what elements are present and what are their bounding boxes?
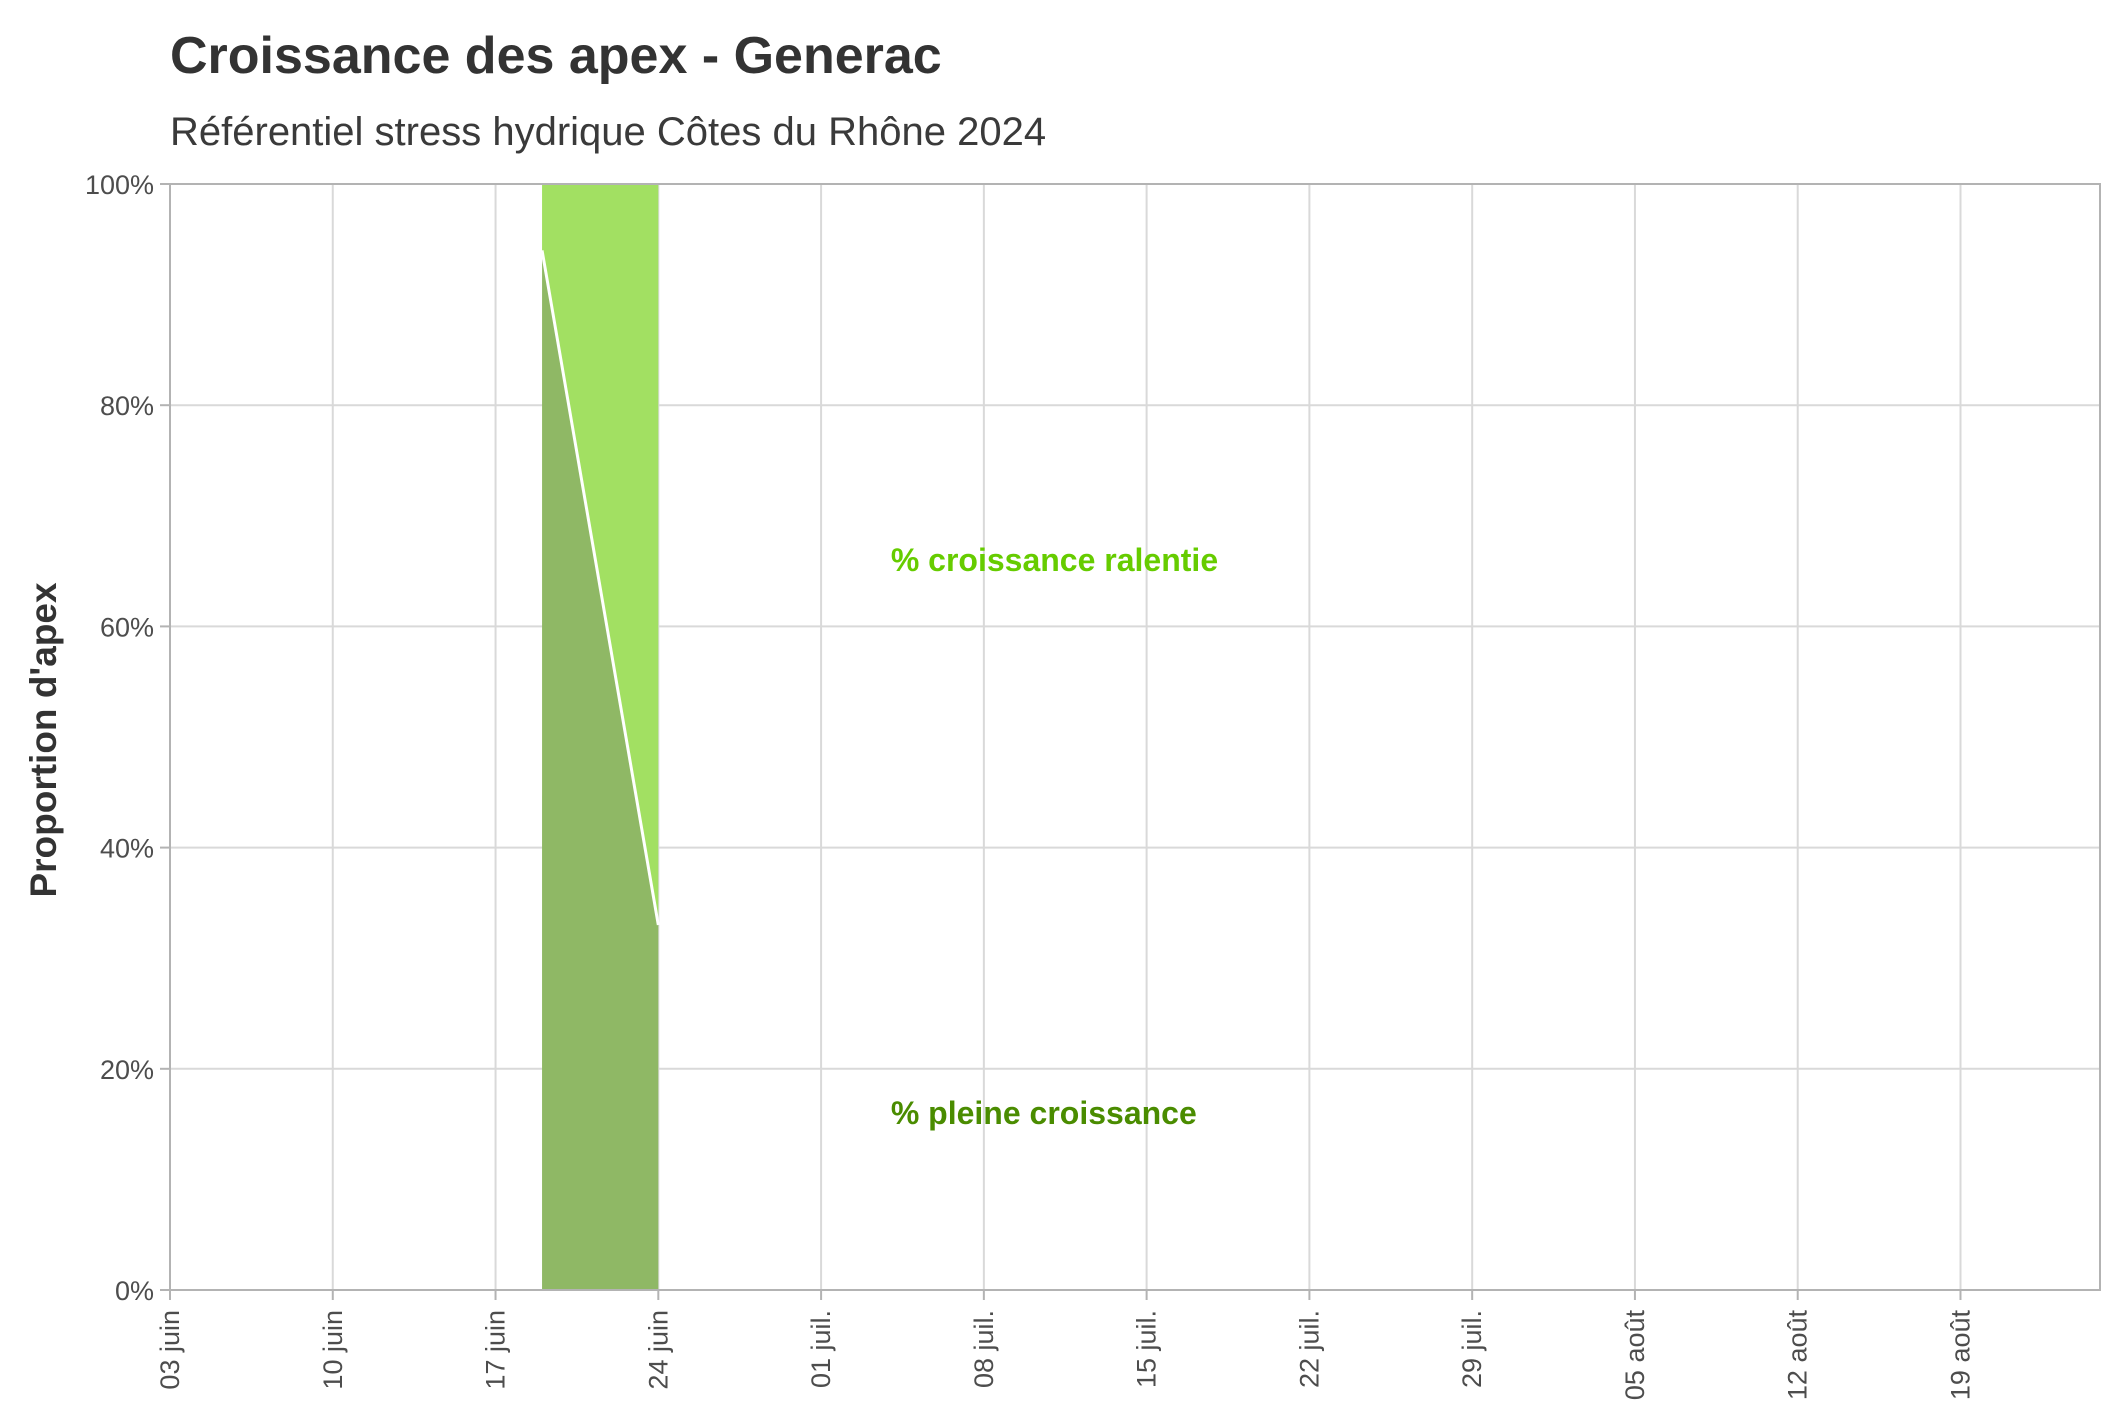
x-tick-label: 22 juil. bbox=[1294, 1310, 1324, 1388]
x-tick-label: 05 août bbox=[1620, 1310, 1650, 1401]
y-tick-label: 80% bbox=[100, 391, 154, 421]
area-layer bbox=[540, 184, 660, 1291]
plot-border bbox=[169, 183, 2101, 1291]
boundary-line bbox=[540, 250, 660, 926]
area-croissance-ralentie bbox=[542, 184, 659, 926]
y-axis-label: Proportion d'apex bbox=[23, 582, 64, 898]
x-tick-label: 24 juin bbox=[643, 1310, 673, 1390]
y-tick-label: 0% bbox=[115, 1276, 154, 1306]
annotations: % croissance ralentie % pleine croissance bbox=[891, 542, 1218, 1131]
y-tick-label: 20% bbox=[100, 1055, 154, 1085]
x-tick-label: 29 juil. bbox=[1457, 1310, 1487, 1388]
x-tick-label: 10 juin bbox=[318, 1310, 348, 1390]
x-tick-label: 03 juin bbox=[155, 1310, 185, 1390]
y-tick-label: 40% bbox=[100, 834, 154, 864]
x-tick-label: 15 juil. bbox=[1132, 1310, 1162, 1388]
y-tick-label: 100% bbox=[85, 170, 154, 200]
annotation-pleine-croissance: % pleine croissance bbox=[891, 1095, 1197, 1131]
x-tick-label: 17 juin bbox=[481, 1310, 511, 1390]
axes: 0% 20% 40% 60% 80% 100% 03 juin 10 juin 17 juin 2… bbox=[85, 170, 1976, 1400]
annotation-croissance-ralentie: % croissance ralentie bbox=[891, 542, 1218, 578]
x-tick-label: 08 juil. bbox=[969, 1310, 999, 1388]
y-tick-label: 60% bbox=[100, 612, 154, 642]
chart-title: Croissance des apex - Generac bbox=[170, 27, 942, 85]
x-tick-label: 12 août bbox=[1783, 1310, 1813, 1401]
x-tick-label: 19 août bbox=[1945, 1310, 1975, 1401]
chart-subtitle: Référentiel stress hydrique Côtes du Rhô… bbox=[170, 110, 1047, 154]
x-tick-label: 01 juil. bbox=[806, 1310, 836, 1388]
area-pleine-croissance bbox=[542, 250, 659, 1291]
